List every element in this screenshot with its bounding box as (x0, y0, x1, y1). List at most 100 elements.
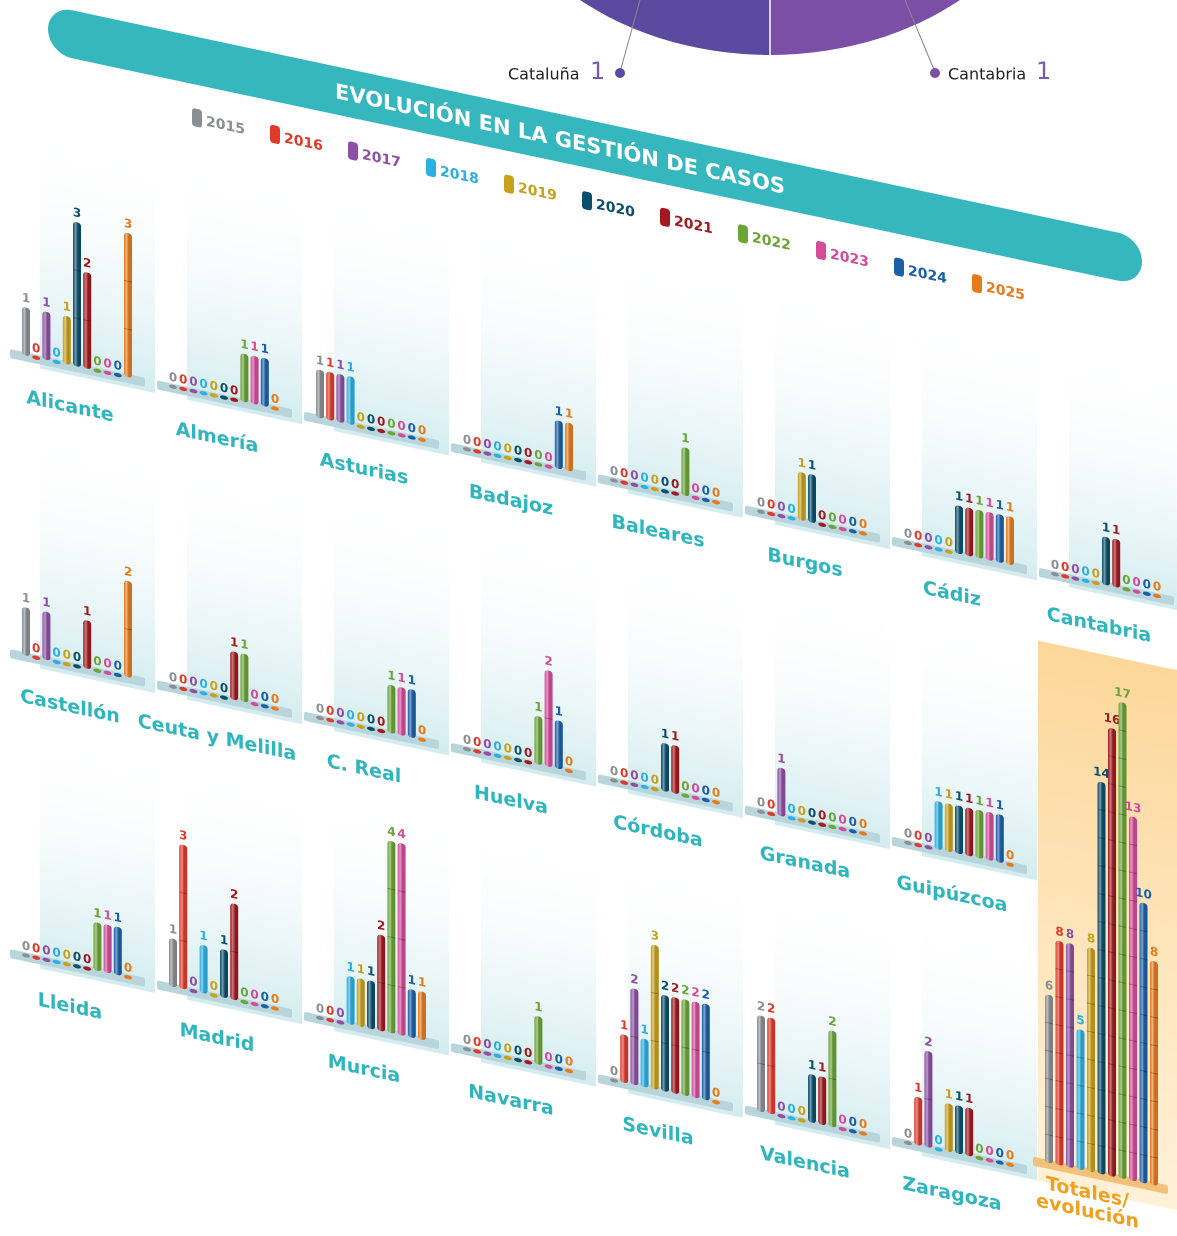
value-label: 0 (357, 709, 365, 725)
chart-title: C. Real (327, 749, 402, 788)
bar (387, 431, 396, 436)
value-label: 0 (1006, 1147, 1014, 1163)
value-label: 0 (210, 678, 218, 694)
value-label: 1 (22, 590, 30, 606)
bar (473, 749, 482, 754)
bar-shine (924, 1051, 933, 1148)
bar-segment (1097, 1004, 1106, 1008)
bar (620, 480, 629, 485)
bar (32, 655, 41, 660)
value-label: 3 (651, 928, 659, 944)
bar-shine (1108, 728, 1116, 1177)
bar-segment (1066, 1026, 1074, 1029)
bar (1051, 572, 1059, 577)
value-label: 0 (524, 1045, 532, 1061)
bar (975, 1156, 984, 1161)
bar (995, 1160, 1004, 1165)
bar-segment (1150, 987, 1158, 991)
value-label: 1 (42, 295, 50, 311)
bar-segment (924, 1097, 933, 1101)
value-label: 1 (555, 703, 563, 719)
bar-segment (1139, 1125, 1148, 1129)
skewed-board: EVOLUCIÓN EN LA GESTIÓN DE CASOS 2015201… (10, 9, 1177, 1233)
value-label: 0 (914, 828, 922, 844)
bar (828, 824, 837, 830)
value-label: 0 (1092, 566, 1100, 582)
bar-segment (1097, 1088, 1106, 1092)
chart-title: Granada (760, 841, 851, 883)
value-label: 1 (220, 932, 228, 948)
value-label: 0 (271, 691, 279, 707)
bar (260, 704, 269, 709)
bar-segment (1087, 1058, 1095, 1062)
bar (483, 1051, 492, 1056)
bar-segment (1129, 927, 1137, 931)
value-label: 0 (493, 438, 501, 454)
value-label: 0 (798, 803, 806, 819)
value-label: 1 (230, 634, 238, 650)
value-label: 0 (52, 945, 60, 961)
bar (240, 999, 249, 1005)
bar-shine (1055, 940, 1064, 1166)
legend-label: 2015 (206, 114, 245, 138)
value-label: 1 (914, 1080, 922, 1096)
value-label: 2 (828, 1014, 836, 1030)
bar (22, 953, 30, 958)
value-label: 2 (377, 918, 385, 934)
bar (103, 370, 112, 376)
value-label: 1 (326, 355, 334, 371)
value-label: 0 (620, 465, 628, 481)
bar-segment (1097, 892, 1106, 896)
bar (848, 829, 857, 834)
bar-shine (250, 355, 259, 405)
bar (681, 793, 690, 798)
bar (818, 522, 827, 527)
bar (904, 1140, 912, 1146)
bar (1132, 589, 1141, 594)
bar-segment (1150, 1071, 1158, 1075)
bar-segment (1097, 948, 1106, 952)
bar (757, 809, 765, 814)
bar (691, 495, 700, 501)
bar-segment (1118, 757, 1127, 760)
value-label: 0 (828, 810, 836, 826)
chart-title: Murcia (328, 1049, 400, 1087)
value-label: 2 (230, 886, 238, 902)
value-label: 0 (326, 703, 334, 719)
chart-title: Baleares (611, 510, 704, 553)
bar (777, 1113, 786, 1119)
value-label: 0 (934, 532, 942, 548)
bar (463, 747, 471, 752)
pie-slice (580, 0, 770, 55)
bar-shine (1139, 902, 1148, 1184)
chart-title: Badajoz (469, 479, 553, 520)
bar (483, 751, 492, 756)
value-label: 0 (1006, 847, 1014, 863)
bar-shine (691, 1001, 700, 1099)
legend-swatch (972, 274, 982, 294)
bar (650, 487, 659, 492)
value-label: 0 (712, 1085, 720, 1101)
value-label: 0 (859, 816, 867, 832)
bar (62, 662, 71, 667)
bar-shine (797, 472, 806, 521)
value-label: 1 (565, 406, 573, 422)
value-label: 0 (83, 951, 91, 967)
bar (787, 816, 796, 821)
bar-shine (103, 924, 112, 974)
value-label: 1 (357, 961, 365, 977)
bar-shine (240, 353, 249, 403)
value-label: 0 (787, 501, 795, 517)
chart-title: Córdoba (613, 810, 702, 852)
bar-segment (1139, 929, 1148, 933)
value-label: 0 (1153, 579, 1161, 595)
bar-segment (1118, 1009, 1127, 1012)
bar (1153, 593, 1161, 599)
bar-shine (554, 420, 563, 470)
value-label: 0 (691, 781, 699, 797)
bar-segment (1108, 1063, 1116, 1066)
bar-shine (346, 976, 355, 1025)
chart-title: Madrid (180, 1018, 255, 1057)
